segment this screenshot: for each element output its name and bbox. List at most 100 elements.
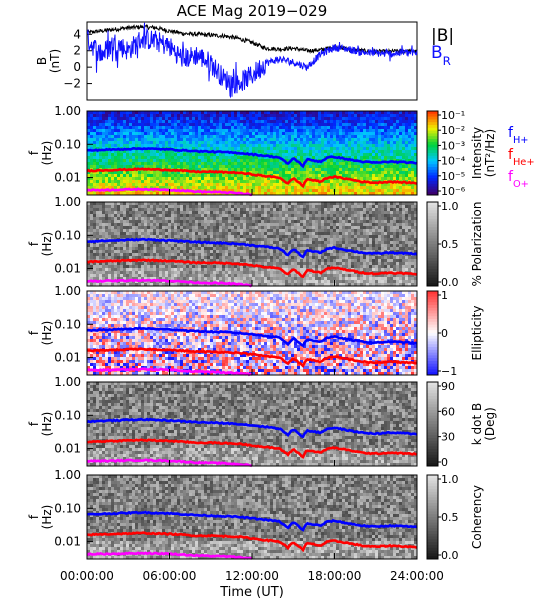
colorbar-step — [427, 164, 438, 168]
heatmap-cell — [246, 168, 250, 172]
heatmap-cell — [192, 171, 196, 175]
heatmap-cell — [120, 114, 124, 118]
heatmap-cell — [126, 123, 130, 127]
heatmap-cell — [180, 217, 184, 221]
heatmap-cell — [120, 183, 124, 187]
heatmap-cell — [216, 253, 220, 257]
heatmap-cell — [243, 132, 247, 136]
heatmap-cell — [180, 250, 184, 254]
heatmap-cell — [282, 144, 286, 148]
heatmap-cell — [189, 235, 193, 239]
heatmap-cell — [270, 262, 274, 266]
heatmap-cell — [195, 147, 199, 151]
heatmap-cell — [135, 165, 139, 169]
heatmap-cell — [150, 117, 154, 121]
heatmap-cell — [252, 217, 256, 221]
heatmap-cell — [213, 135, 217, 139]
heatmap-cell — [132, 186, 136, 190]
heatmap-cell — [270, 189, 274, 193]
heatmap-cell — [351, 180, 355, 184]
heatmap-cell — [99, 262, 103, 266]
heatmap-cell — [162, 220, 166, 224]
heatmap-cell — [219, 126, 223, 130]
heatmap-cell — [249, 208, 253, 212]
heatmap-cell — [162, 283, 166, 287]
heatmap-cell — [225, 202, 229, 206]
heatmap-cell — [411, 114, 415, 118]
heatmap-cell — [171, 262, 175, 266]
heatmap-cell — [279, 220, 283, 224]
heatmap-cell — [246, 159, 250, 163]
heatmap-cell — [249, 262, 253, 266]
heatmap-cell — [159, 114, 163, 118]
heatmap-cell — [246, 250, 250, 254]
heatmap-cell — [189, 111, 193, 115]
heatmap-cell — [390, 135, 394, 139]
heatmap-cell — [201, 114, 205, 118]
heatmap-cell — [201, 186, 205, 190]
heatmap-cell — [393, 156, 397, 160]
heatmap-cell — [177, 223, 181, 227]
heatmap-cell — [153, 202, 157, 206]
heatmap-cell — [219, 132, 223, 136]
heatmap-cell — [150, 153, 154, 157]
heatmap-cell — [246, 144, 250, 148]
heatmap-cell — [258, 147, 262, 151]
heatmap-cell — [387, 135, 391, 139]
heatmap-cell — [135, 235, 139, 239]
heatmap-cell — [111, 229, 115, 233]
heatmap-cell — [138, 132, 142, 136]
heatmap-cell — [219, 214, 223, 218]
heatmap-cell — [309, 123, 313, 127]
heatmap-cell — [207, 129, 211, 133]
heatmap-cell — [300, 144, 304, 148]
heatmap-cell — [228, 256, 232, 260]
heatmap-cell — [279, 271, 283, 275]
heatmap-cell — [246, 123, 250, 127]
heatmap-cell — [399, 162, 403, 166]
heatmap-cell — [159, 159, 163, 163]
heatmap-cell — [411, 132, 415, 136]
heatmap-cell — [294, 144, 298, 148]
heatmap-cell — [183, 220, 187, 224]
heatmap-cell — [96, 283, 100, 287]
heatmap-cell — [138, 232, 142, 236]
heatmap-cell — [348, 168, 352, 172]
heatmap-cell — [87, 256, 91, 260]
heatmap-cell — [195, 235, 199, 239]
heatmap-cell — [246, 226, 250, 230]
heatmap-cell — [234, 147, 238, 151]
heatmap-cell — [402, 144, 406, 148]
heatmap-cell — [375, 192, 379, 196]
heatmap-cell — [87, 123, 91, 127]
heatmap-cell — [249, 223, 253, 227]
heatmap-cell — [333, 150, 337, 154]
heatmap-cell — [267, 250, 271, 254]
heatmap-cell — [324, 189, 328, 193]
heatmap-cell — [117, 129, 121, 133]
heatmap-cell — [267, 123, 271, 127]
heatmap-cell — [111, 144, 115, 148]
heatmap-cell — [192, 114, 196, 118]
heatmap-cell — [270, 183, 274, 187]
heatmap-cell — [153, 247, 157, 251]
heatmap-cell — [177, 129, 181, 133]
heatmap-cell — [252, 235, 256, 239]
heatmap-cell — [183, 265, 187, 269]
heatmap-cell — [111, 180, 115, 184]
heatmap-cell — [195, 256, 199, 260]
heatmap-cell — [126, 162, 130, 166]
heatmap-cell — [156, 162, 160, 166]
heatmap-cell — [390, 129, 394, 133]
heatmap-cell — [228, 271, 232, 275]
heatmap-cell — [261, 241, 265, 245]
heatmap-cell — [180, 120, 184, 124]
heatmap-cell — [309, 135, 313, 139]
heatmap-cell — [348, 123, 352, 127]
heatmap-cell — [135, 153, 139, 157]
heatmap-cell — [96, 235, 100, 239]
heatmap-cell — [123, 123, 127, 127]
heatmap-cell — [306, 156, 310, 160]
heatmap-cell — [192, 271, 196, 275]
heatmap-cell — [387, 162, 391, 166]
